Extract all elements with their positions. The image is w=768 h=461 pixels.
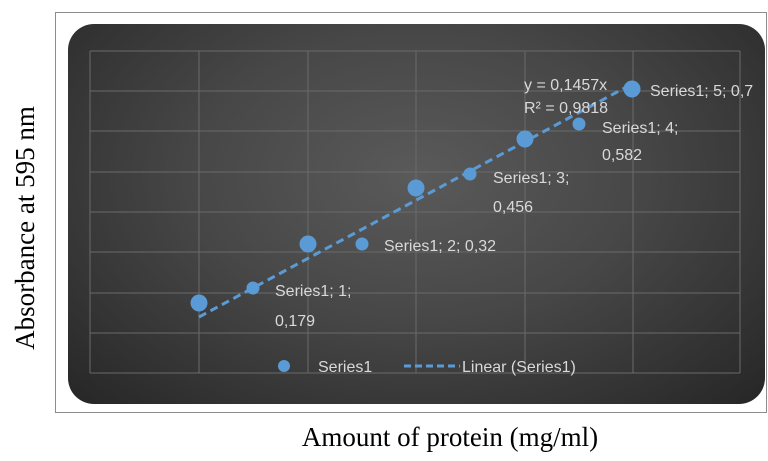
data-point [516, 130, 534, 148]
x-axis-label: Amount of protein (mg/ml) [301, 422, 599, 452]
data-label: Series1; 5; 0,7 [650, 83, 753, 100]
trendline-group [198, 82, 633, 319]
y-axis-label: Absorbance at 595 nm [10, 106, 40, 350]
data-point [623, 80, 641, 98]
data-label: Series1; 4; [602, 120, 678, 137]
data-label: Series1; 2; 0,32 [384, 238, 496, 255]
data-point [407, 179, 425, 197]
legend-series-marker [278, 360, 290, 372]
legend-trend-label: Linear (Series1) [462, 359, 576, 376]
shadow-point [246, 281, 260, 295]
shadow-points [246, 82, 639, 295]
data-label: Series1; 3; [493, 170, 569, 187]
data-label: 0,179 [275, 313, 315, 330]
trendline-r2-text: R² = 0,9818 [524, 100, 608, 117]
data-point [190, 294, 208, 312]
trendline [198, 82, 633, 319]
data-label: 0,456 [493, 199, 533, 216]
data-point [299, 235, 317, 253]
data-points [190, 80, 641, 312]
trendline-equation-text: y = 0,1457x [524, 77, 607, 94]
legend-series-label: Series1 [318, 359, 372, 376]
data-labels: Series1; 1; 0,179 Series1; 2; 0,32 Series1;… [275, 83, 753, 330]
shadow-point [355, 237, 369, 251]
trendline-equation: y = 0,1457x R² = 0,9818 [524, 77, 608, 117]
data-label: 0,582 [602, 147, 642, 164]
legend: Series1 Linear (Series1) [278, 359, 576, 376]
shadow-point [572, 117, 586, 131]
shadow-point [463, 167, 477, 181]
data-label: Series1; 1; [275, 283, 351, 300]
gridlines [89, 50, 741, 374]
